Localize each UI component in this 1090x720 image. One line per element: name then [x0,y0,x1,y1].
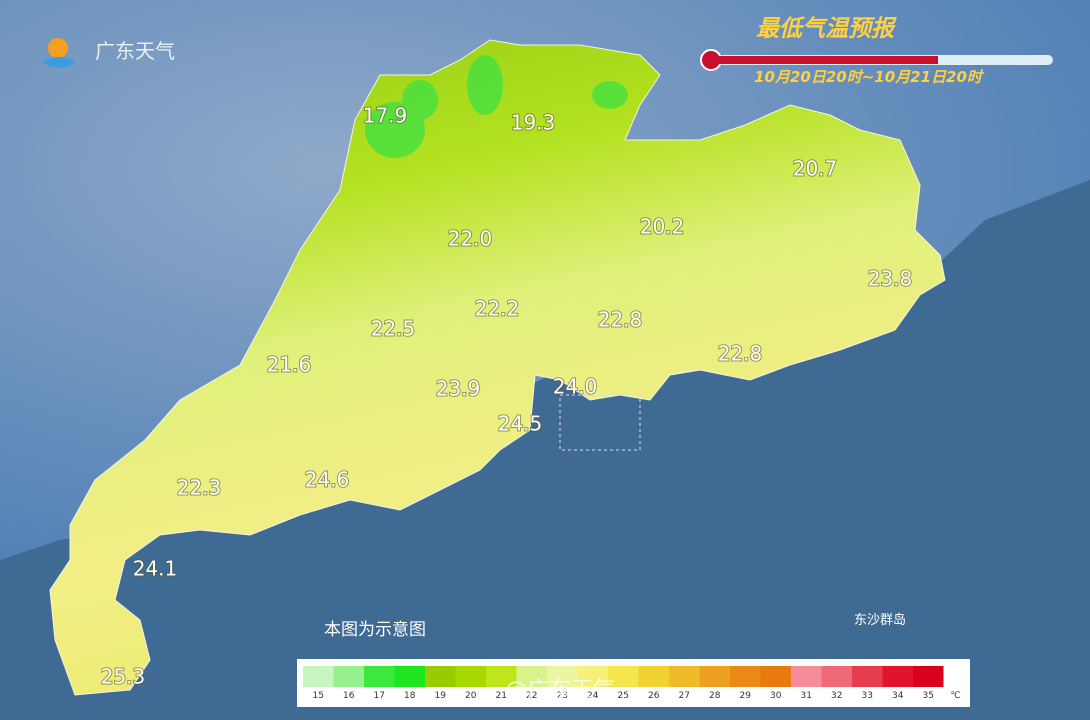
legend-swatch [577,666,608,687]
legend-swatch [791,666,822,687]
legend-swatch [821,666,852,687]
period: 10月20日20时~10月21日20时 [754,68,985,86]
legend-swatch [455,666,486,687]
legend-swatch [669,666,700,687]
legend-swatch [699,666,730,687]
legend-swatch [303,666,334,687]
legend-tick: 17 [374,691,385,701]
legend-swatch [333,666,364,687]
legend-swatch [364,666,395,687]
logo-text: 广东天气 [95,39,175,63]
legend-tick: 33 [862,691,873,701]
legend-tick: 15 [313,691,324,701]
title: 最低气温预报 [756,16,897,42]
legend-swatch [913,666,944,687]
temp-label: 24.1 [133,557,178,581]
thermo-fill [718,56,938,64]
legend-unit: ℃ [950,691,960,701]
hk-box [559,394,641,451]
legend-tick: 31 [801,691,812,701]
legend-swatch [730,666,761,687]
watermark: @广东天气 [505,678,615,703]
temp-label: 22.8 [718,342,763,366]
temp-label: 24.6 [305,468,350,492]
temp-label: 22.3 [177,476,222,500]
legend-swatch [486,666,517,687]
legend-swatch [760,666,791,687]
temp-label: 22.2 [475,297,520,321]
legend-tick: 29 [740,691,752,701]
note: 本图为示意图 [324,620,426,640]
temp-label: 20.7 [793,157,838,181]
guangdong [49,39,946,696]
legend-tick: 27 [679,691,690,701]
temp-label: 22.8 [598,308,643,332]
temp-label: 24.5 [498,412,543,436]
legend-swatch [852,666,883,687]
legend-swatch [608,666,639,687]
legend-swatch [638,666,669,687]
legend-tick: 23 [557,691,568,701]
legend-swatch [547,666,578,687]
legend-tick: 34 [892,691,904,701]
temp-label: 22.0 [448,227,493,251]
legend-tick: 25 [618,691,629,701]
legend-tick: 21 [496,691,507,701]
legend-tick: 26 [648,691,660,701]
temp-label: 21.6 [267,353,312,377]
legend-swatch [425,666,456,687]
temp-label: 23.8 [868,267,913,291]
legend-tick: 35 [923,691,934,701]
temp-label: 23.9 [436,377,481,401]
logo [42,38,76,68]
legend-tick: 22 [526,691,537,701]
temp-label: 19.3 [511,111,556,135]
legend-swatch [394,666,425,687]
temp-label: 20.2 [640,215,685,239]
temp-label: 25.3 [101,665,146,689]
legend-tick: 18 [404,691,416,701]
legend-swatch [882,666,913,687]
legend-swatch [516,666,547,687]
legend-tick: 28 [709,691,721,701]
legend-tick: 32 [831,691,842,701]
cold-patches [365,55,628,158]
island-label: 东沙群岛 [854,612,906,628]
temp-label: 22.5 [371,317,416,341]
legend-tick: 20 [465,691,477,701]
temp-label: 17.9 [363,104,408,128]
legend-tick: 19 [435,691,447,701]
legend-tick: 16 [343,691,355,701]
temp-label: 24.0 [553,375,598,399]
legend-tick: 30 [770,691,782,701]
legend-tick: 24 [587,691,599,701]
